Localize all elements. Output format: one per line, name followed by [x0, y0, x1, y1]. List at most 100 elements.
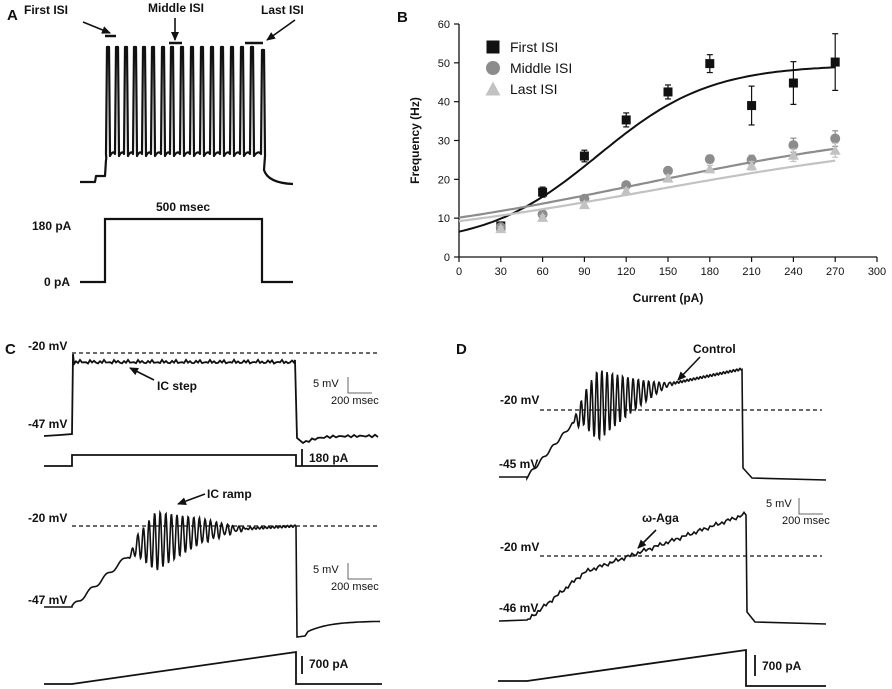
aga-rest-voltage: -46 mV [499, 601, 538, 615]
data-point [662, 172, 674, 183]
x-tick-label: 300 [868, 266, 886, 278]
data-point [495, 223, 507, 234]
x-tick-label: 60 [536, 266, 548, 278]
data-point [620, 185, 632, 196]
step-current-trace-c [44, 454, 378, 467]
last-isi-label: Last ISI [261, 3, 304, 17]
fi-chart: 0 30 60 90 120 150 180 210 240 270 300 0 10 20 30 40 50 6… [408, 19, 886, 305]
x-tick-label: 120 [617, 266, 635, 278]
data-point [704, 163, 716, 174]
data-point [829, 144, 841, 155]
data-point [830, 57, 840, 67]
control-top-voltage: -20 mV [500, 393, 539, 407]
data-point [579, 151, 589, 161]
data-point [746, 154, 757, 165]
fit-curve [458, 147, 836, 219]
control-label: Control [693, 342, 736, 356]
chart-legend: First ISI Middle ISI Last ISI [485, 39, 572, 97]
panel-b-label: B [397, 9, 408, 26]
data-point [746, 160, 758, 171]
aga-arrow [637, 529, 657, 549]
scale-ms-d: 200 msec [782, 515, 830, 527]
y-tick-label: 60 [438, 19, 450, 31]
x-tick-label: 150 [659, 266, 677, 278]
spike-train-trace [80, 45, 294, 186]
data-point [705, 59, 715, 69]
ic-step-arrow [129, 367, 155, 381]
step-current-label: 180 pA [309, 451, 349, 465]
x-tick-label: 240 [784, 266, 802, 278]
fit-curve [458, 159, 836, 223]
ramp-current-trace-c [44, 650, 382, 685]
legend-marker [486, 40, 500, 54]
panel-a: A First ISI Middle ISI Last ISI 500 msec… [7, 1, 304, 289]
data-point [704, 154, 715, 165]
scale-ms-c2: 200 msec [331, 581, 379, 593]
scale-bar-c2 [347, 563, 372, 580]
y-axis-title: Frequency (Hz) [408, 97, 422, 184]
step-rest-voltage: -47 mV [28, 417, 67, 431]
control-rest-voltage: -45 mV [499, 457, 538, 471]
data-point [578, 199, 590, 210]
scale-bar-c1 [347, 377, 372, 394]
series-last-isi [458, 142, 841, 234]
series-first-isi [458, 33, 840, 233]
y-tick-label: 30 [438, 136, 450, 148]
data-point [663, 87, 673, 97]
x-axis-title: Current (pA) [633, 291, 704, 305]
y-tick-label: 50 [438, 58, 450, 70]
scale-mv-d: 5 mV [766, 498, 792, 510]
data-point [788, 78, 798, 88]
control-arrow [677, 356, 701, 381]
y-tick-label: 0 [444, 252, 450, 264]
step-top-voltage: -20 mV [28, 339, 67, 353]
legend-marker [485, 81, 501, 96]
data-point [621, 180, 632, 191]
ramp-top-voltage: -20 mV [28, 511, 67, 525]
first-isi-arrow [82, 21, 111, 34]
y-tick-label: 40 [438, 97, 450, 109]
series-middle-isi [458, 130, 841, 233]
legend-label: Middle ISI [510, 60, 572, 76]
y-tick-label: 20 [438, 174, 450, 186]
middle-isi-label: Middle ISI [148, 1, 204, 15]
first-isi-label: First ISI [24, 3, 68, 17]
data-point [538, 187, 548, 197]
x-tick-label: 180 [701, 266, 719, 278]
panel-c-label: C [5, 341, 16, 358]
fit-curve [458, 66, 836, 233]
panel-d-label: D [456, 341, 467, 358]
x-tick-label: 30 [495, 266, 507, 278]
ramp-current-label-d: 700 pA [762, 659, 802, 673]
panel-c: C -20 mV -47 mV IC step 5 mV 200 msec 18… [5, 339, 382, 685]
aga-top-voltage: -20 mV [500, 540, 539, 554]
legend-label: Last ISI [510, 81, 557, 97]
x-tick-label: 0 [456, 266, 462, 278]
ramp-rest-voltage: -47 mV [28, 593, 67, 607]
ic-step-trace [43, 353, 379, 445]
ic-ramp-label: IC ramp [207, 487, 252, 501]
aga-label: ω-Aga [642, 511, 679, 525]
scale-bar-d [798, 498, 823, 515]
control-trace [499, 367, 827, 482]
legend-label: First ISI [510, 39, 558, 55]
data-point [621, 115, 631, 125]
data-point [787, 149, 799, 160]
scale-mv-c2: 5 mV [313, 564, 339, 576]
scale-ms-c1: 200 msec [331, 395, 379, 407]
ic-ramp-arrow [177, 493, 206, 505]
aga-trace [498, 511, 827, 625]
x-tick-label: 90 [578, 266, 590, 278]
data-point [747, 101, 757, 111]
ic-ramp-trace [44, 509, 381, 638]
y-tick-label: 10 [438, 213, 450, 225]
step-duration-label: 500 msec [156, 200, 210, 214]
step-current-trace [80, 217, 293, 284]
panel-d: D -20 mV -45 mV Control 5 mV 200 msec -2… [456, 341, 830, 687]
step-amp-high-label: 180 pA [32, 219, 72, 233]
legend-marker [486, 61, 500, 75]
data-point [830, 133, 841, 144]
scale-mv-c1: 5 mV [313, 378, 339, 390]
last-isi-arrow [266, 19, 296, 41]
